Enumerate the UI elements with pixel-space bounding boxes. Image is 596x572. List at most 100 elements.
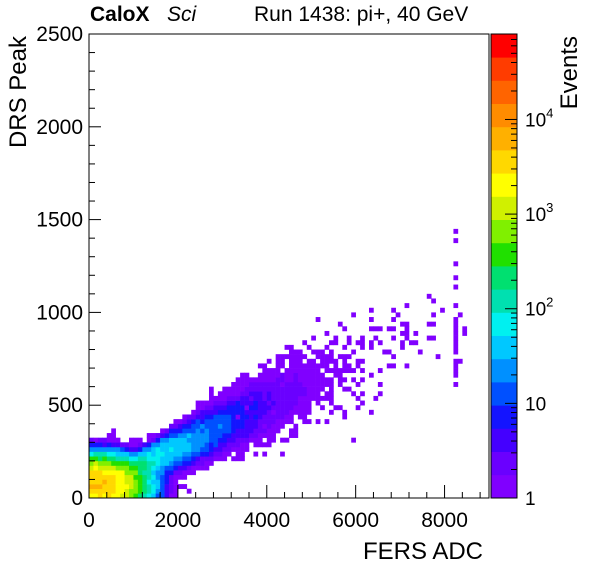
x-axis-label: FERS ADC: [363, 538, 483, 565]
histogram-bin: [240, 423, 245, 429]
histogram-bin: [213, 423, 219, 429]
histogram-bin: [106, 470, 112, 476]
histogram-bin: [222, 437, 228, 443]
histogram-bin: [346, 340, 352, 346]
histogram-bin: [351, 437, 356, 443]
histogram-bin: [275, 428, 281, 434]
histogram-bin: [244, 437, 250, 443]
histogram-bin: [173, 428, 179, 434]
histogram-bin: [133, 488, 139, 494]
histogram-bin: [173, 484, 179, 490]
histogram-bin: [106, 484, 112, 490]
histogram-bin: [115, 465, 121, 471]
histogram-bin: [289, 419, 294, 425]
histogram-bin: [102, 479, 108, 485]
histogram-bin: [111, 433, 116, 438]
histogram-bin: [249, 391, 254, 397]
histogram-bin: [257, 419, 263, 425]
histogram-bin: [195, 433, 201, 438]
histogram-bin: [217, 433, 223, 438]
x-axis: 0 2000 4000 6000 8000: [83, 485, 481, 532]
histogram-bin: [93, 465, 99, 471]
histogram-bin: [137, 451, 143, 457]
histogram-bin: [169, 474, 174, 480]
histogram-bin: [240, 446, 245, 452]
histogram-bin: [355, 358, 361, 364]
histogram-bin: [129, 456, 134, 462]
histogram-bin: [191, 442, 196, 448]
histogram-bin: [351, 368, 356, 374]
histogram-bin: [320, 358, 325, 364]
color-scale-frame: [490, 33, 518, 499]
histogram-bin: [235, 423, 241, 429]
histogram-bin: [89, 470, 94, 476]
histogram-bin: [297, 358, 303, 364]
histogram-bin: [426, 293, 432, 299]
histogram-bin: [235, 409, 241, 415]
histogram-bin: [231, 456, 236, 462]
histogram-bin: [209, 400, 214, 406]
histogram-bin: [293, 423, 299, 429]
histogram-bin: [93, 437, 99, 443]
histogram-bin: [329, 354, 334, 360]
histogram-bin: [369, 340, 374, 346]
histogram-bin: [311, 382, 316, 387]
histogram-bin: [324, 368, 330, 374]
histogram-bin: [453, 335, 459, 341]
histogram-bin: [284, 354, 290, 360]
histogram-bin: [115, 437, 121, 443]
histogram-bin: [182, 484, 188, 490]
histogram-bin: [360, 368, 365, 374]
histogram-bin: [204, 423, 210, 429]
histogram-bin: [306, 405, 312, 411]
color-scale-segment: [491, 34, 517, 58]
histogram-bin: [89, 493, 94, 499]
color-scale-segment: [491, 103, 517, 128]
histogram-bin: [337, 368, 343, 374]
histogram-bin: [275, 409, 281, 415]
histogram-bin: [182, 419, 188, 425]
histogram-bin: [289, 382, 294, 387]
histogram-bin: [280, 419, 285, 425]
histogram-bin: [324, 395, 330, 401]
histogram-bin: [306, 386, 312, 392]
histogram-bin: [235, 437, 241, 443]
histogram-bin: [297, 391, 303, 397]
histogram-bin: [155, 456, 161, 462]
color-scale-segment: [491, 266, 517, 290]
histogram-bin: [297, 363, 303, 369]
histogram-bin: [173, 479, 179, 485]
histogram-bin: [284, 400, 290, 406]
histogram-bin: [271, 368, 276, 374]
histogram-bin: [182, 414, 188, 420]
histogram-bin: [111, 451, 116, 457]
histogram-bin: [249, 428, 254, 434]
histogram-bin: [133, 465, 139, 471]
histogram-bin: [240, 395, 245, 401]
histogram-bin: [133, 474, 139, 480]
histogram-bin: [173, 460, 179, 466]
histogram-bin: [173, 465, 179, 471]
histogram-bin: [289, 354, 294, 360]
histogram-bin: [275, 372, 281, 378]
histogram-bin: [266, 433, 272, 438]
histogram-bin: [93, 474, 99, 480]
histogram-bin: [129, 442, 134, 448]
histogram-bin: [404, 321, 410, 327]
histogram-bin: [97, 456, 103, 462]
histogram-bin: [293, 386, 299, 392]
histogram-bin: [106, 456, 112, 462]
histogram-bin: [111, 484, 116, 490]
histogram-bin: [191, 451, 196, 457]
color-scale-segment: [491, 150, 517, 174]
histogram-bin: [253, 400, 259, 406]
histogram-bin: [266, 419, 272, 425]
histogram-bin: [453, 238, 459, 244]
histogram-bin: [146, 479, 152, 485]
histogram-bin: [173, 493, 179, 499]
histogram-bin: [360, 377, 365, 383]
histogram-bin: [177, 451, 183, 457]
histogram-bin: [231, 446, 236, 452]
histogram-bin: [284, 382, 290, 387]
histogram-bin: [302, 395, 308, 401]
